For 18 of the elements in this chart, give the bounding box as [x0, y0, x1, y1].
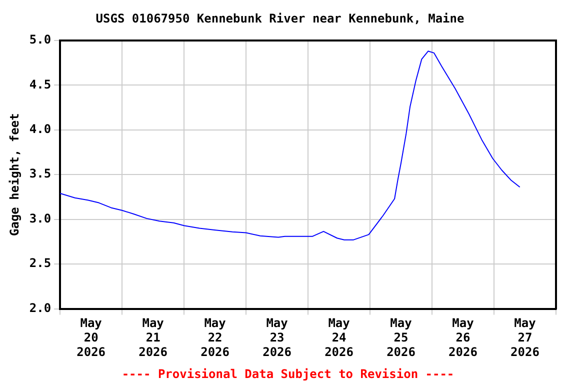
- x-tick-label: May 26 2026: [448, 316, 478, 359]
- y-axis-title: Gage height, feet: [7, 113, 22, 236]
- y-tick-label: 4.0: [29, 122, 52, 136]
- x-tick-label: May 20 2026: [76, 316, 106, 359]
- y-tick-label: 4.5: [29, 77, 52, 92]
- x-tick-label: May 23 2026: [262, 316, 292, 359]
- y-tick-label: 5.0: [29, 32, 52, 47]
- text: ---- Provisional Data Subject to Revision ----: [122, 367, 454, 382]
- x-tick-label: May 27 2026: [510, 316, 540, 359]
- y-tick-label: 2.0: [29, 300, 52, 315]
- x-tick-label: May 22 2026: [200, 316, 230, 359]
- y-tick-label: 3.5: [29, 166, 52, 181]
- y-tick-label: 2.5: [29, 256, 52, 270]
- x-tick-label: May 25 2026: [386, 316, 416, 359]
- x-tick-label: May 24 2026: [324, 316, 354, 359]
- y-tick-label: 3.0: [29, 211, 52, 226]
- x-tick-label: May 21 2026: [138, 316, 168, 359]
- chart-title: USGS 01067950 Kennebunk River near Kennebunk, Maine: [96, 11, 464, 26]
